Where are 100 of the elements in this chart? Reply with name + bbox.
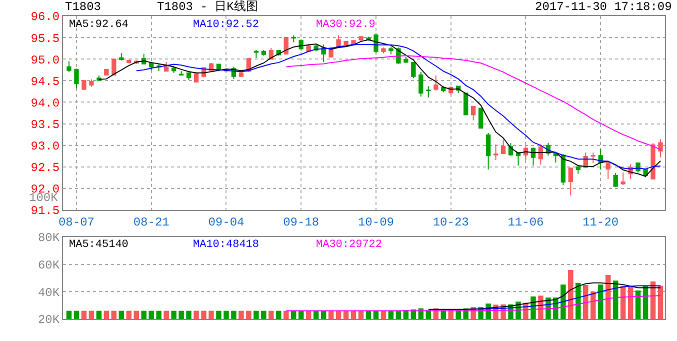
candlestick xyxy=(284,37,288,55)
y-tick-label: 93.0 xyxy=(30,140,60,154)
chart-subtitle: T1803 xyxy=(65,0,102,14)
candlestick xyxy=(404,56,408,64)
y-tick-label: 91.5 xyxy=(30,204,60,218)
candlestick xyxy=(381,46,386,54)
candlestick xyxy=(434,74,438,92)
bar xyxy=(201,310,206,319)
line-series xyxy=(286,295,662,312)
bar xyxy=(576,282,581,319)
candlestick xyxy=(194,72,199,82)
bar xyxy=(118,310,124,319)
text: MA30:29722 xyxy=(316,239,382,251)
candlestick xyxy=(358,35,364,42)
candlestick xyxy=(650,142,656,180)
bar xyxy=(186,310,192,319)
bar xyxy=(148,310,154,319)
text: 2017-11-30 17:18:09 xyxy=(535,0,672,14)
text: MA30:92.9 xyxy=(316,19,376,31)
candlestick xyxy=(89,78,94,88)
bar xyxy=(111,310,117,319)
bar xyxy=(568,270,574,319)
y-tick-label: 60K xyxy=(38,258,60,273)
candlestick xyxy=(411,62,416,79)
y-tick-label: 93.5 xyxy=(30,118,60,132)
bar xyxy=(231,310,236,319)
bar xyxy=(164,310,169,319)
candlestick xyxy=(164,62,169,72)
candlestick xyxy=(336,34,341,47)
x-tick-label: 11-06 xyxy=(508,215,544,230)
bar xyxy=(216,310,222,319)
candlestick xyxy=(178,70,184,76)
x-tick-label: 09-18 xyxy=(283,215,320,230)
candlestick xyxy=(486,132,491,170)
candlestick xyxy=(321,44,326,63)
candlestick xyxy=(238,70,244,78)
candlestick xyxy=(620,172,626,186)
line-series xyxy=(286,55,662,150)
candlestick xyxy=(464,92,468,116)
candlestick xyxy=(261,50,266,56)
bar xyxy=(88,310,94,319)
bar xyxy=(74,310,80,319)
candlestick xyxy=(291,34,296,43)
candlestick xyxy=(576,166,580,174)
candlestick xyxy=(74,68,79,89)
x-tick-label: 09-04 xyxy=(208,215,244,230)
y-tick-label: 96.0 xyxy=(30,10,60,24)
y-tick-label: 94.0 xyxy=(30,96,60,110)
x-tick-label: 08-21 xyxy=(133,215,170,230)
bar xyxy=(104,310,110,319)
y-tick-label: 20K xyxy=(38,313,60,328)
candlestick xyxy=(171,66,176,74)
bar xyxy=(178,310,184,319)
bar xyxy=(246,310,252,319)
bar xyxy=(284,310,289,319)
candlestick xyxy=(613,172,618,188)
bar xyxy=(96,310,102,319)
candlestick xyxy=(426,86,431,98)
bar xyxy=(224,310,229,319)
candlestick xyxy=(470,106,476,121)
text: MA5:45140 xyxy=(69,239,128,251)
x-tick-label: 10-09 xyxy=(358,215,394,230)
candlestick xyxy=(538,144,544,166)
bar xyxy=(254,310,259,319)
bar xyxy=(141,310,146,319)
bar xyxy=(171,310,176,319)
candlestick xyxy=(418,72,424,98)
candlestick xyxy=(66,60,72,73)
bar xyxy=(598,284,604,319)
candlestick xyxy=(119,52,124,61)
line-series xyxy=(465,285,662,310)
bar xyxy=(276,310,282,319)
bar xyxy=(208,310,214,319)
bar xyxy=(268,310,274,319)
x-tick-label: 10-23 xyxy=(432,215,469,230)
y-tick-label: 95.0 xyxy=(30,53,60,68)
candlestick xyxy=(530,146,536,166)
bar xyxy=(583,284,588,319)
bar xyxy=(238,310,244,319)
candlestick xyxy=(104,68,109,76)
chart-title: T1803 - 日K线图 xyxy=(157,0,258,14)
bar xyxy=(194,310,199,319)
line-series xyxy=(428,282,662,310)
candlestick xyxy=(606,162,610,180)
bar xyxy=(66,310,72,319)
candlestick xyxy=(658,138,663,158)
y-tick-label: 94.5 xyxy=(30,74,60,89)
y-tick-label: 40K xyxy=(38,286,60,300)
bar xyxy=(126,310,132,319)
text: MA10:48418 xyxy=(193,239,260,251)
bar xyxy=(156,310,162,319)
bar xyxy=(261,310,266,319)
text: MA5:92.64 xyxy=(69,19,129,31)
candlestick xyxy=(82,80,86,91)
candlestick xyxy=(344,40,348,46)
bar xyxy=(658,286,664,319)
candlestick xyxy=(478,107,484,130)
candlestick xyxy=(568,168,573,196)
bar xyxy=(635,290,641,319)
x-tick-label: 11-20 xyxy=(582,215,619,230)
